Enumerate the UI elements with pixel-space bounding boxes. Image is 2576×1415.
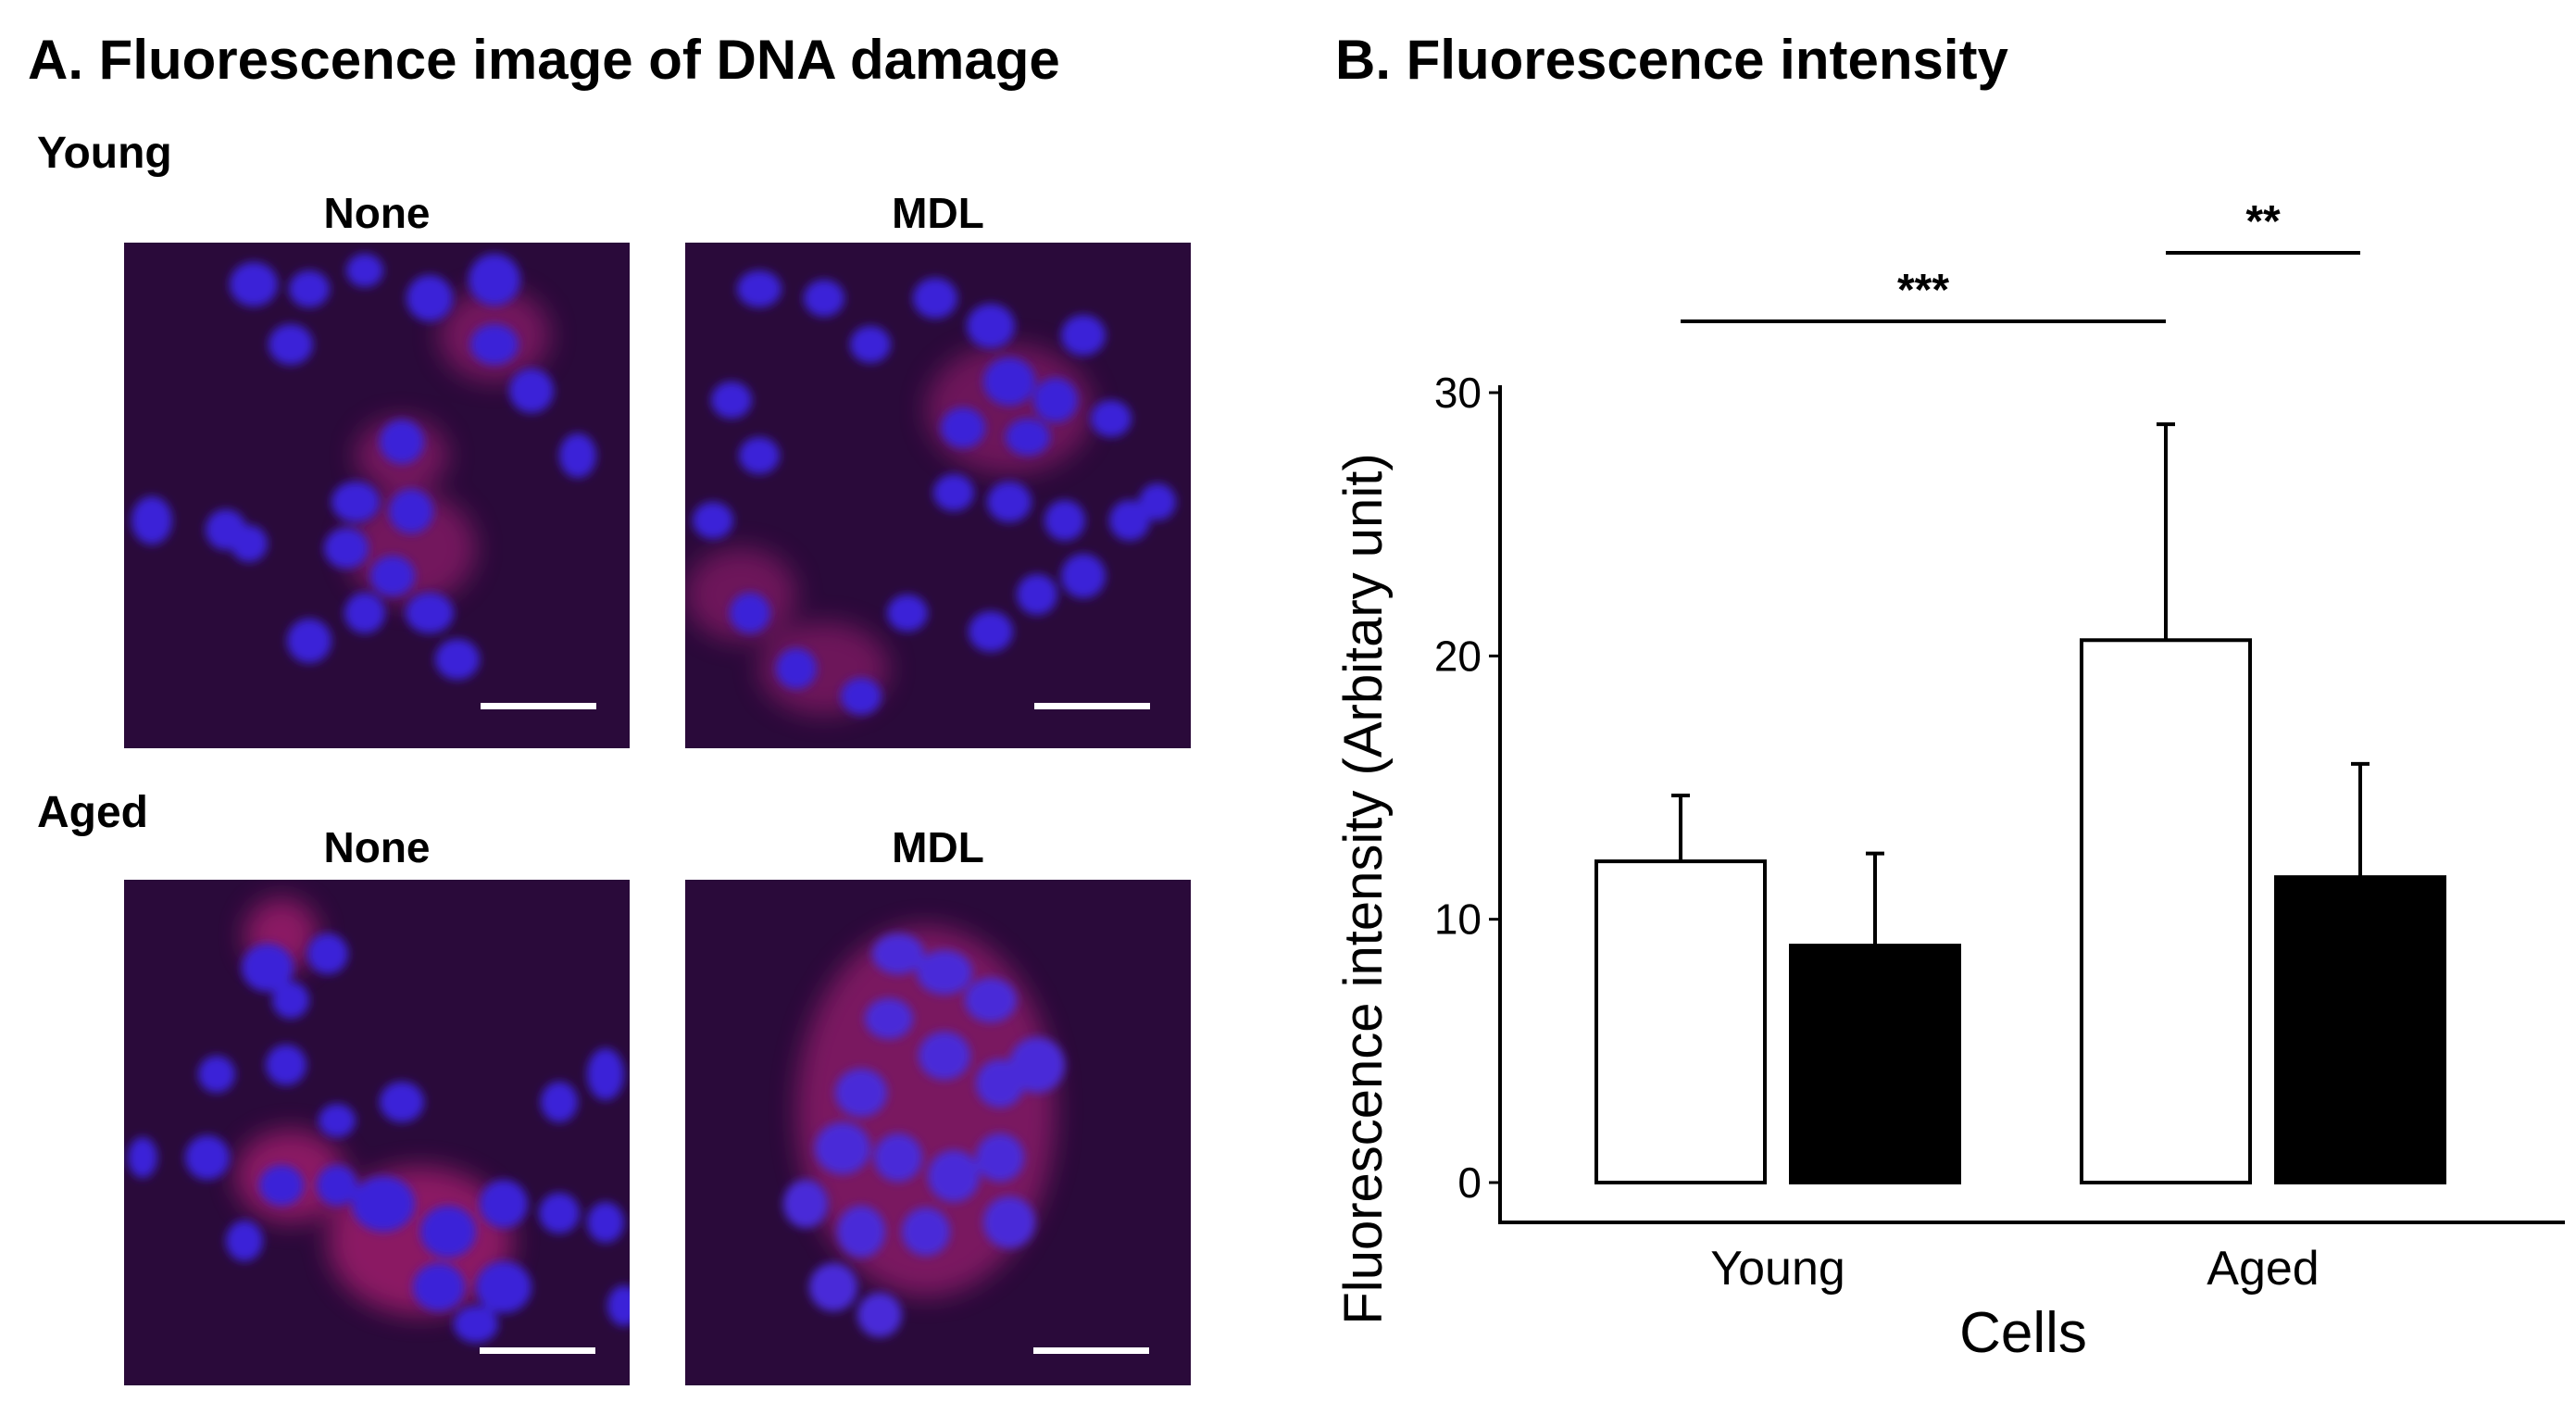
significance-label: ***: [1897, 266, 1949, 315]
micrograph-aged-none: [124, 880, 630, 1385]
bar: [2080, 638, 2252, 1185]
bar: [1594, 859, 1767, 1184]
row-label-young: Young: [37, 129, 172, 178]
row-label-aged: Aged: [37, 788, 148, 837]
significance-label: **: [2245, 197, 2281, 246]
col-label-aged-none: None: [323, 823, 431, 871]
col-label-young-none: None: [323, 189, 431, 237]
x-tick-label: Young: [1710, 1242, 1845, 1296]
y-tick-label: 30: [1434, 369, 1482, 417]
panel-b-title: B. Fluorescence intensity: [1335, 29, 2008, 91]
y-tick-label: 20: [1434, 632, 1482, 680]
micrograph-aged-mdl: [685, 880, 1191, 1385]
col-label-aged-mdl: MDL: [892, 823, 984, 871]
x-axis-label: Cells: [1959, 1301, 2087, 1365]
y-tick-label: 0: [1457, 1158, 1482, 1207]
y-axis-label: Fluorescence intensity (Arbitary unit): [1333, 453, 1394, 1324]
col-label-young-mdl: MDL: [892, 189, 984, 237]
micrograph-young-mdl: [685, 243, 1191, 748]
panel-a-title: A. Fluorescence image of DNA damage: [28, 29, 1060, 91]
x-tick-label: Aged: [2207, 1242, 2319, 1296]
bar: [2274, 875, 2446, 1184]
bar: [1789, 944, 1961, 1184]
y-tick-label: 10: [1434, 895, 1482, 944]
micrograph-young-none: [124, 243, 630, 748]
